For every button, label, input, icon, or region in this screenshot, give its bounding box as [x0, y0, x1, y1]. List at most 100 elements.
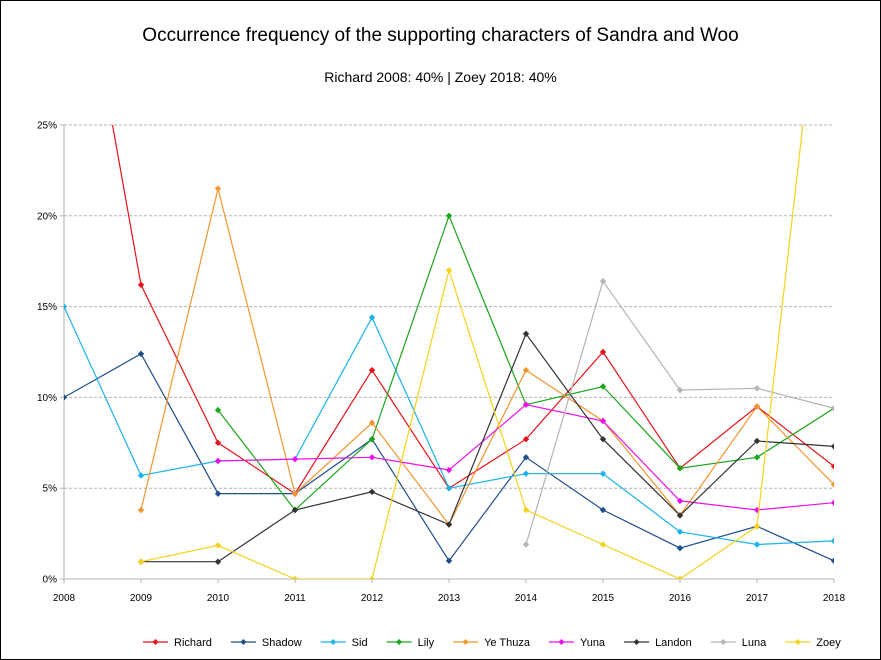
data-point-ye-thuza	[753, 403, 761, 410]
data-point-shadow	[599, 506, 607, 514]
data-point-luna	[830, 405, 834, 412]
data-point-landon	[214, 558, 222, 565]
data-point-lily	[445, 212, 453, 219]
data-point-sid	[137, 472, 145, 479]
x-tick-label: 2017	[746, 593, 769, 604]
legend-label: Yuna	[580, 637, 606, 649]
y-tick-label: 25%	[37, 121, 57, 132]
data-point-zoey	[291, 575, 299, 579]
data-point-landon	[599, 435, 607, 443]
data-point-richard	[368, 366, 376, 374]
series-line-shadow	[64, 352, 834, 562]
legend-marker	[240, 639, 247, 645]
data-point-landon	[830, 443, 834, 450]
data-point-ye-thuza	[291, 490, 299, 497]
data-point-landon	[676, 512, 684, 519]
data-point-shadow	[830, 557, 834, 565]
legend-marker	[396, 639, 403, 645]
data-point-zoey	[368, 575, 376, 579]
data-point-shadow	[522, 454, 530, 461]
x-tick-label: 2012	[361, 593, 384, 604]
data-point-richard	[599, 348, 607, 356]
data-point-sid	[830, 537, 834, 545]
data-point-lily	[599, 383, 607, 390]
legend-label: Luna	[742, 637, 767, 649]
data-point-zoey	[753, 523, 761, 530]
x-tick-label: 2018	[823, 593, 846, 604]
data-point-yuna	[368, 454, 376, 461]
data-point-sid	[368, 314, 376, 321]
x-tick-label: 2008	[53, 593, 76, 604]
data-point-luna	[599, 277, 607, 285]
data-point-sid	[522, 470, 530, 477]
legend-marker	[633, 639, 640, 645]
data-point-zoey	[599, 541, 607, 548]
data-point-shadow	[64, 394, 68, 401]
data-point-shadow	[676, 544, 684, 552]
legend-item-zoey: Zoey	[785, 637, 841, 649]
data-point-richard	[137, 281, 145, 289]
data-point-yuna	[830, 499, 834, 506]
data-point-ye-thuza	[368, 419, 376, 427]
data-point-sid	[599, 470, 607, 477]
y-tick-label: 5%	[43, 484, 58, 495]
data-point-landon	[445, 521, 453, 528]
chart-subtitle: Richard 2008: 40% | Zoey 2018: 40%	[324, 69, 557, 85]
legend-item-richard: Richard	[143, 637, 212, 649]
x-tick-label: 2014	[515, 593, 538, 604]
data-point-landon	[522, 330, 530, 338]
data-point-luna	[676, 386, 684, 394]
legend-marker	[558, 639, 565, 645]
data-point-lily	[214, 406, 222, 414]
legend-marker	[462, 639, 469, 645]
data-point-zoey	[137, 558, 145, 565]
series-line-lily	[217, 214, 834, 511]
data-point-landon	[291, 506, 299, 514]
x-tick-label: 2015	[592, 593, 615, 604]
data-point-yuna	[676, 497, 684, 505]
legend-label: Zoey	[816, 637, 841, 649]
legend-item-yuna: Yuna	[548, 637, 606, 649]
data-point-luna	[522, 541, 530, 548]
legend-marker	[152, 639, 159, 645]
legend-label: Richard	[174, 637, 212, 649]
data-point-sid	[676, 528, 684, 535]
data-point-richard	[214, 439, 222, 446]
legend-item-sid: Sid	[320, 637, 368, 649]
data-point-ye-thuza	[137, 506, 145, 514]
legend-label: Sid	[352, 637, 368, 649]
series-line-zoey	[140, 125, 804, 579]
chart-title: Occurrence frequency of the supporting c…	[142, 25, 739, 46]
data-point-sid	[64, 303, 68, 310]
legend-marker	[794, 639, 801, 645]
legend-label: Lily	[418, 637, 435, 649]
data-point-yuna	[291, 455, 299, 463]
x-tick-label: 2011	[284, 593, 306, 604]
y-tick-label: 15%	[37, 302, 57, 313]
legend-marker	[720, 639, 727, 645]
legend-marker	[330, 639, 337, 645]
data-point-shadow	[445, 557, 453, 565]
data-point-ye-thuza	[830, 481, 834, 488]
data-point-yuna	[214, 457, 222, 465]
data-point-yuna	[522, 401, 530, 408]
data-point-lily	[368, 435, 376, 443]
data-point-landon	[753, 437, 761, 445]
data-point-lily	[753, 454, 761, 461]
legend-item-ye-thuza: Ye Thuza	[453, 637, 531, 649]
data-point-sid	[753, 541, 761, 548]
x-tick-label: 2010	[207, 593, 230, 604]
data-point-yuna	[599, 417, 607, 425]
data-point-shadow	[214, 490, 222, 497]
legend-label: Ye Thuza	[484, 637, 531, 649]
y-tick-label: 20%	[37, 211, 57, 222]
data-point-zoey	[676, 575, 684, 579]
legend-item-luna: Luna	[710, 637, 767, 649]
data-point-richard	[830, 463, 834, 470]
data-point-shadow	[137, 350, 145, 358]
series-group	[64, 125, 834, 579]
legend-label: Landon	[655, 637, 692, 649]
data-point-zoey	[522, 506, 530, 514]
